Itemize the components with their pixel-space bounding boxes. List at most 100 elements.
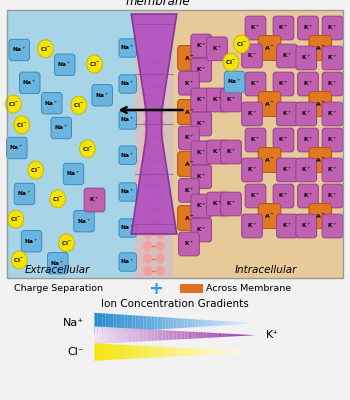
FancyBboxPatch shape — [273, 184, 294, 208]
Text: Na$^+$: Na$^+$ — [12, 46, 27, 54]
Circle shape — [144, 180, 152, 189]
Text: A$^-$: A$^-$ — [264, 100, 275, 108]
Polygon shape — [138, 329, 141, 342]
Polygon shape — [176, 348, 179, 356]
Text: Na$^+$: Na$^+$ — [50, 259, 65, 268]
Circle shape — [144, 107, 152, 116]
Text: A$^-$: A$^-$ — [315, 156, 326, 164]
Polygon shape — [116, 328, 119, 343]
Circle shape — [144, 254, 152, 263]
Polygon shape — [152, 330, 155, 341]
Text: K$^+$: K$^+$ — [212, 96, 222, 104]
Polygon shape — [149, 346, 152, 358]
Polygon shape — [190, 319, 193, 328]
Polygon shape — [231, 334, 234, 336]
Polygon shape — [201, 332, 204, 338]
Text: Na$^+$: Na$^+$ — [120, 224, 135, 232]
Bar — [135, 10, 173, 278]
Text: Na$^+$: Na$^+$ — [95, 91, 110, 100]
Polygon shape — [193, 348, 195, 356]
Polygon shape — [220, 350, 223, 354]
FancyBboxPatch shape — [92, 84, 112, 106]
Text: +: + — [148, 280, 163, 298]
FancyBboxPatch shape — [20, 72, 40, 94]
FancyBboxPatch shape — [191, 34, 212, 58]
Text: K$^+$: K$^+$ — [184, 240, 194, 248]
Polygon shape — [116, 344, 119, 360]
Polygon shape — [242, 334, 245, 336]
Polygon shape — [182, 318, 184, 328]
FancyBboxPatch shape — [191, 194, 212, 218]
Text: K$^+$: K$^+$ — [278, 80, 289, 88]
Polygon shape — [198, 320, 201, 327]
Polygon shape — [130, 328, 133, 342]
Polygon shape — [160, 347, 163, 357]
Bar — [7, 10, 135, 278]
FancyBboxPatch shape — [276, 214, 298, 238]
Polygon shape — [171, 330, 174, 340]
Polygon shape — [127, 315, 130, 332]
FancyBboxPatch shape — [276, 44, 298, 68]
FancyBboxPatch shape — [178, 46, 200, 70]
Circle shape — [156, 266, 164, 275]
Circle shape — [156, 119, 164, 128]
FancyBboxPatch shape — [119, 146, 136, 164]
Polygon shape — [152, 346, 155, 358]
Text: K$^+$: K$^+$ — [196, 202, 206, 210]
Polygon shape — [239, 322, 242, 324]
Polygon shape — [119, 344, 122, 360]
Polygon shape — [190, 348, 193, 356]
Polygon shape — [223, 350, 225, 354]
Polygon shape — [111, 314, 114, 332]
FancyBboxPatch shape — [119, 183, 136, 201]
FancyBboxPatch shape — [273, 72, 294, 96]
Text: K$^+$: K$^+$ — [327, 24, 338, 32]
Polygon shape — [133, 315, 135, 331]
Text: K$^+$: K$^+$ — [212, 44, 222, 53]
FancyBboxPatch shape — [220, 192, 241, 216]
FancyBboxPatch shape — [63, 163, 84, 185]
Polygon shape — [141, 329, 144, 342]
Text: K$^+$: K$^+$ — [301, 166, 312, 174]
Polygon shape — [171, 318, 174, 329]
Text: Na$^+$: Na$^+$ — [120, 258, 135, 266]
FancyBboxPatch shape — [322, 128, 343, 152]
FancyBboxPatch shape — [245, 16, 266, 40]
FancyBboxPatch shape — [241, 44, 262, 68]
Polygon shape — [114, 344, 116, 360]
Text: Cl$^-$: Cl$^-$ — [30, 166, 41, 174]
Polygon shape — [239, 351, 242, 353]
Polygon shape — [193, 319, 195, 327]
Text: Cl$^-$: Cl$^-$ — [82, 145, 93, 153]
Text: K$^+$: K$^+$ — [301, 54, 312, 62]
Bar — [173, 10, 343, 278]
Polygon shape — [176, 331, 179, 340]
Circle shape — [8, 210, 24, 228]
Text: K$^+$: K$^+$ — [196, 42, 206, 50]
Polygon shape — [163, 317, 166, 329]
Polygon shape — [133, 345, 135, 359]
FancyBboxPatch shape — [178, 152, 200, 176]
FancyBboxPatch shape — [322, 158, 343, 182]
Text: Na$^+$: Na$^+$ — [22, 78, 37, 87]
Circle shape — [38, 40, 53, 58]
Text: K$^+$: K$^+$ — [196, 120, 206, 128]
Polygon shape — [94, 326, 97, 344]
Text: Na$^+$: Na$^+$ — [66, 170, 81, 178]
Polygon shape — [215, 333, 217, 338]
Text: K$^+$: K$^+$ — [278, 192, 289, 200]
FancyBboxPatch shape — [273, 16, 294, 40]
Polygon shape — [157, 330, 160, 340]
Text: Cl$^-$: Cl$^-$ — [40, 45, 51, 53]
Circle shape — [144, 58, 152, 66]
Polygon shape — [105, 327, 108, 344]
Circle shape — [156, 180, 164, 189]
FancyBboxPatch shape — [84, 188, 105, 212]
Polygon shape — [146, 316, 149, 330]
Polygon shape — [94, 343, 97, 361]
Circle shape — [144, 82, 152, 91]
FancyBboxPatch shape — [258, 148, 281, 172]
Text: K$^+$: K$^+$ — [303, 136, 313, 144]
Polygon shape — [234, 334, 236, 336]
Circle shape — [156, 131, 164, 140]
